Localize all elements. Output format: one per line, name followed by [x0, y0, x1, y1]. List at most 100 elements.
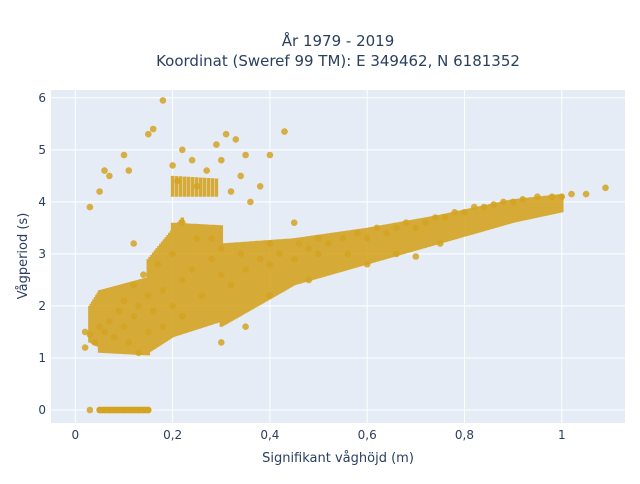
data-point	[101, 167, 108, 174]
data-point	[96, 188, 103, 195]
data-point	[558, 193, 566, 200]
y-tick-label: 5	[38, 143, 46, 157]
data-point	[218, 271, 225, 279]
data-point	[232, 136, 240, 143]
data-point	[305, 245, 313, 252]
data-point	[256, 183, 264, 190]
data-point	[86, 203, 94, 211]
data-point	[266, 240, 274, 247]
data-point	[159, 287, 167, 294]
data-point	[315, 235, 322, 242]
y-tick-label: 0	[38, 403, 46, 417]
data-point	[490, 201, 498, 208]
data-point	[174, 177, 181, 185]
data-point	[125, 406, 133, 414]
data-point	[480, 203, 488, 211]
data-point	[145, 328, 152, 336]
data-point	[393, 250, 400, 258]
data-point	[130, 313, 137, 320]
data-point	[188, 156, 196, 164]
data-point	[208, 255, 215, 263]
data-point	[106, 318, 113, 325]
data-point	[412, 224, 420, 232]
y-axis-title: Vågperiod (s)	[16, 213, 31, 300]
data-point	[96, 406, 103, 414]
data-point	[519, 196, 527, 203]
y-tick-label: 2	[38, 299, 46, 313]
grid	[51, 90, 625, 423]
data-point	[179, 146, 186, 154]
data-point	[548, 193, 556, 200]
data-point	[281, 128, 288, 135]
data-point	[115, 406, 123, 414]
data-point	[130, 406, 137, 414]
data-point	[242, 323, 249, 331]
data-point	[130, 281, 137, 289]
data-point	[110, 333, 118, 341]
x-tick-label: 0,6	[358, 428, 377, 442]
data-point	[179, 276, 186, 284]
tick-labels: 0 0,2 0,4 0,6 0,8 1 0 1 2 3 4 5 6	[38, 91, 565, 442]
data-points	[81, 97, 609, 414]
data-point	[451, 209, 459, 216]
data-point	[120, 323, 128, 331]
data-point	[91, 339, 99, 346]
data-point	[193, 235, 201, 242]
y-tick-label: 3	[38, 247, 46, 261]
data-point	[363, 261, 371, 268]
data-point	[218, 339, 225, 346]
data-point	[135, 406, 142, 414]
data-point	[218, 156, 225, 164]
data-point	[120, 297, 128, 305]
data-point	[101, 406, 108, 414]
data-point	[582, 190, 590, 198]
data-point	[203, 167, 210, 174]
x-tick-label: 0	[72, 428, 80, 442]
x-tick-label: 0,4	[260, 428, 279, 442]
data-point	[534, 193, 541, 200]
y-tick-label: 6	[38, 91, 46, 105]
data-point	[383, 229, 390, 237]
data-point	[169, 162, 176, 169]
data-point	[154, 261, 162, 268]
data-point	[179, 219, 186, 226]
chart-title-line-2: Koordinat (Sweref 99 TM): E 349462, N 61…	[156, 52, 520, 70]
data-point	[402, 219, 410, 226]
data-point	[96, 323, 103, 331]
chart-title-line-1: År 1979 - 2019	[282, 31, 395, 50]
data-point	[193, 183, 201, 190]
data-point	[145, 292, 152, 299]
data-point	[339, 235, 347, 242]
data-point	[422, 219, 429, 226]
data-point	[86, 406, 94, 414]
data-point	[81, 344, 89, 351]
data-point	[213, 141, 220, 148]
data-point	[237, 250, 244, 258]
data-point	[290, 219, 298, 226]
data-point	[266, 261, 274, 268]
data-point	[145, 130, 152, 138]
data-point	[145, 406, 152, 414]
x-tick-label: 1	[558, 428, 566, 442]
data-point	[276, 250, 283, 258]
data-point	[125, 167, 133, 174]
x-tick-label: 0,8	[455, 428, 474, 442]
data-point	[305, 276, 313, 284]
data-point	[169, 302, 176, 310]
data-point	[159, 323, 167, 331]
data-point	[247, 198, 254, 206]
data-point	[120, 406, 128, 414]
data-point	[86, 331, 94, 338]
data-point	[325, 240, 332, 247]
data-point	[295, 240, 303, 247]
data-point	[218, 245, 225, 252]
data-point	[363, 235, 371, 242]
data-point	[101, 328, 108, 336]
data-point	[106, 172, 113, 180]
y-tick-label: 1	[38, 351, 46, 365]
x-axis-title: Signifikant våghöjd (m)	[262, 451, 414, 466]
data-point	[227, 188, 235, 195]
data-point	[237, 172, 244, 180]
data-point	[125, 339, 133, 346]
